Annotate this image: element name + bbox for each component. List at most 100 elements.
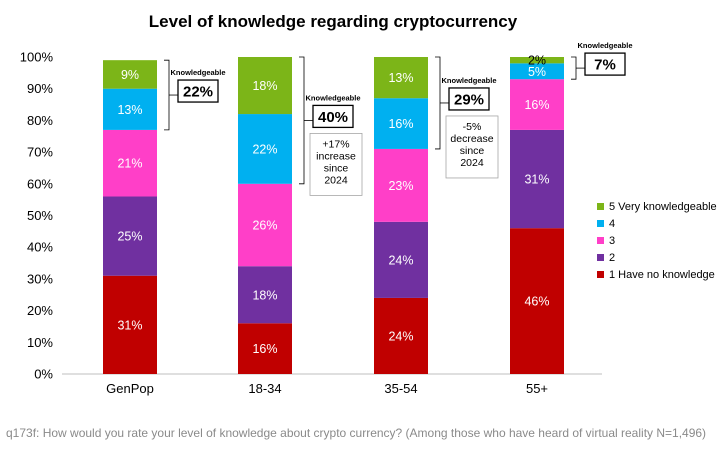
bar-segment: [374, 297, 428, 374]
x-category-label: 35-54: [384, 381, 417, 396]
y-tick-label: 30%: [27, 271, 53, 286]
legend-label: 5 Very knowledgeable: [609, 201, 717, 213]
annotation-bracket: [571, 56, 577, 80]
data-label: 22%: [252, 142, 277, 156]
annotation-note-box: [309, 132, 363, 196]
annotation-note: since: [324, 162, 349, 174]
legend-swatch: [597, 271, 604, 278]
bar-segment: [103, 275, 157, 374]
annotation-title: Knowledgeable: [170, 68, 225, 77]
knowledgeable-annotations: Knowledgeable 22% Knowledgeable 40% +17%incr…: [164, 41, 633, 196]
annotation-value: 7%: [594, 57, 616, 74]
annotation-value-box: [177, 79, 219, 103]
annotation-title: Knowledgeable: [441, 76, 496, 85]
annotation-value: 22%: [183, 84, 213, 101]
annotation-note: +17%: [322, 138, 349, 150]
bar-segment: [238, 183, 292, 267]
data-label: 13%: [117, 103, 142, 117]
y-tick-label: 100%: [20, 50, 54, 65]
legend-swatch: [597, 203, 604, 210]
bar-segment: [374, 98, 428, 149]
data-label: 21%: [117, 157, 142, 171]
bar-segment: [238, 114, 292, 184]
bar-segment: [374, 221, 428, 298]
data-label: 25%: [117, 230, 142, 244]
data-label: 5%: [528, 65, 546, 79]
data-label: 13%: [388, 71, 413, 85]
annotation-bracket: [299, 56, 305, 185]
legend-swatch: [597, 237, 604, 244]
annotation-value: 29%: [454, 91, 484, 108]
annotation-note: since: [460, 145, 485, 157]
bar-segment: [374, 57, 428, 99]
y-tick-label: 60%: [27, 176, 53, 191]
bar-segment: [510, 57, 564, 64]
bar-segment: [374, 148, 428, 222]
bar-segment: [103, 88, 157, 130]
data-label: 31%: [524, 173, 549, 187]
data-label: 18%: [252, 288, 277, 302]
y-tick-label: 80%: [27, 113, 53, 128]
annotation-bracket: [435, 56, 441, 150]
data-label: 16%: [524, 98, 549, 112]
annotation-bracket: [164, 59, 170, 131]
annotation-title: Knowledgeable: [305, 93, 360, 102]
data-label: 24%: [388, 329, 413, 343]
bar-segment: [238, 323, 292, 374]
data-label: 16%: [252, 342, 277, 356]
x-category-label: 55+: [526, 381, 548, 396]
annotation-value-box: [312, 104, 354, 129]
legend: 5 Very knowledgeable 4 3 2 1 Have no knowled…: [597, 201, 717, 281]
x-axis-labels: GenPop 18-34 35-54 55+: [106, 381, 548, 396]
legend-label: 4: [609, 218, 615, 230]
y-tick-label: 20%: [27, 303, 53, 318]
y-tick-label: 70%: [27, 145, 53, 160]
data-label: 2%: [528, 54, 546, 68]
y-tick-label: 50%: [27, 208, 53, 223]
legend-swatch: [597, 220, 604, 227]
chart-title: Level of knowledge regarding cryptocurre…: [149, 12, 518, 31]
y-tick-label: 0%: [34, 367, 53, 382]
annotation-value-box: [584, 52, 626, 76]
annotation-note: decrease: [450, 133, 493, 145]
data-label: 23%: [388, 179, 413, 193]
y-tick-label: 10%: [27, 335, 53, 350]
y-tick-label: 40%: [27, 240, 53, 255]
data-label: 26%: [252, 219, 277, 233]
bar-segment: [103, 129, 157, 197]
bar-segment: [510, 129, 564, 229]
bar-segment: [103, 60, 157, 89]
annotation-note: 2024: [460, 157, 484, 169]
bar-segment: [510, 79, 564, 130]
annotation-note: -5%: [463, 121, 482, 133]
legend-label: 2: [609, 252, 615, 264]
annotation-note: 2024: [324, 174, 348, 186]
annotation-note: increase: [316, 150, 356, 162]
legend-label: 1 Have no knowledge: [609, 269, 715, 281]
bar-segment: [103, 196, 157, 276]
bar-segment: [510, 63, 564, 80]
legend-swatch: [597, 254, 604, 261]
x-category-label: GenPop: [106, 381, 154, 396]
data-label: 18%: [252, 79, 277, 93]
annotation-title: Knowledgeable: [577, 41, 632, 50]
footnote: q173f: How would you rate your level of …: [6, 426, 707, 440]
annotation-value: 40%: [318, 109, 348, 126]
x-category-label: 18-34: [248, 381, 281, 396]
y-tick-label: 90%: [27, 81, 53, 96]
data-label: 16%: [388, 117, 413, 131]
bar-segment: [238, 57, 292, 115]
bar-segment: [510, 228, 564, 374]
bar-segment: [238, 266, 292, 324]
segment-labels: 31% 25% 21% 13% 9% 16% 18% 26% 22% 18% 24% 24% 23% 16…: [117, 54, 549, 356]
data-label: 46%: [524, 295, 549, 309]
y-axis-labels: 0% 10% 20% 30% 40% 50% 60% 70% 80% 90% 100%: [20, 50, 54, 382]
annotation-value-box: [448, 87, 490, 111]
data-label: 31%: [117, 318, 142, 332]
bar-segments: [103, 57, 564, 374]
data-label: 9%: [121, 68, 139, 82]
annotation-note-box: [445, 115, 499, 179]
data-label: 24%: [388, 253, 413, 267]
legend-label: 3: [609, 235, 615, 247]
